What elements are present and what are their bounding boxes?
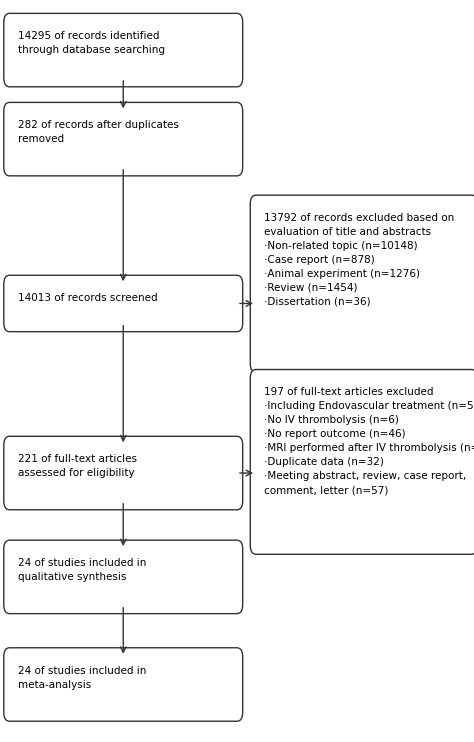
Text: 221 of full-text articles
assessed for eligibility: 221 of full-text articles assessed for e… — [18, 454, 137, 478]
Text: 282 of records after duplicates
removed: 282 of records after duplicates removed — [18, 120, 179, 144]
FancyBboxPatch shape — [4, 102, 243, 176]
Text: 14013 of records screened: 14013 of records screened — [18, 293, 158, 303]
FancyBboxPatch shape — [4, 436, 243, 510]
Text: 24 of studies included in
meta-analysis: 24 of studies included in meta-analysis — [18, 666, 146, 689]
Text: 14295 of records identified
through database searching: 14295 of records identified through data… — [18, 31, 165, 55]
Text: 24 of studies included in
qualitative synthesis: 24 of studies included in qualitative sy… — [18, 558, 146, 582]
FancyBboxPatch shape — [250, 195, 474, 372]
Text: 13792 of records excluded based on
evaluation of title and abstracts
·Non-relate: 13792 of records excluded based on evalu… — [264, 213, 455, 307]
FancyBboxPatch shape — [4, 13, 243, 87]
FancyBboxPatch shape — [4, 275, 243, 332]
Text: 197 of full-text articles excluded
·Including Endovascular treatment (n=53)
·No : 197 of full-text articles excluded ·Incl… — [264, 387, 474, 496]
FancyBboxPatch shape — [250, 370, 474, 554]
FancyBboxPatch shape — [4, 648, 243, 721]
FancyBboxPatch shape — [4, 540, 243, 614]
